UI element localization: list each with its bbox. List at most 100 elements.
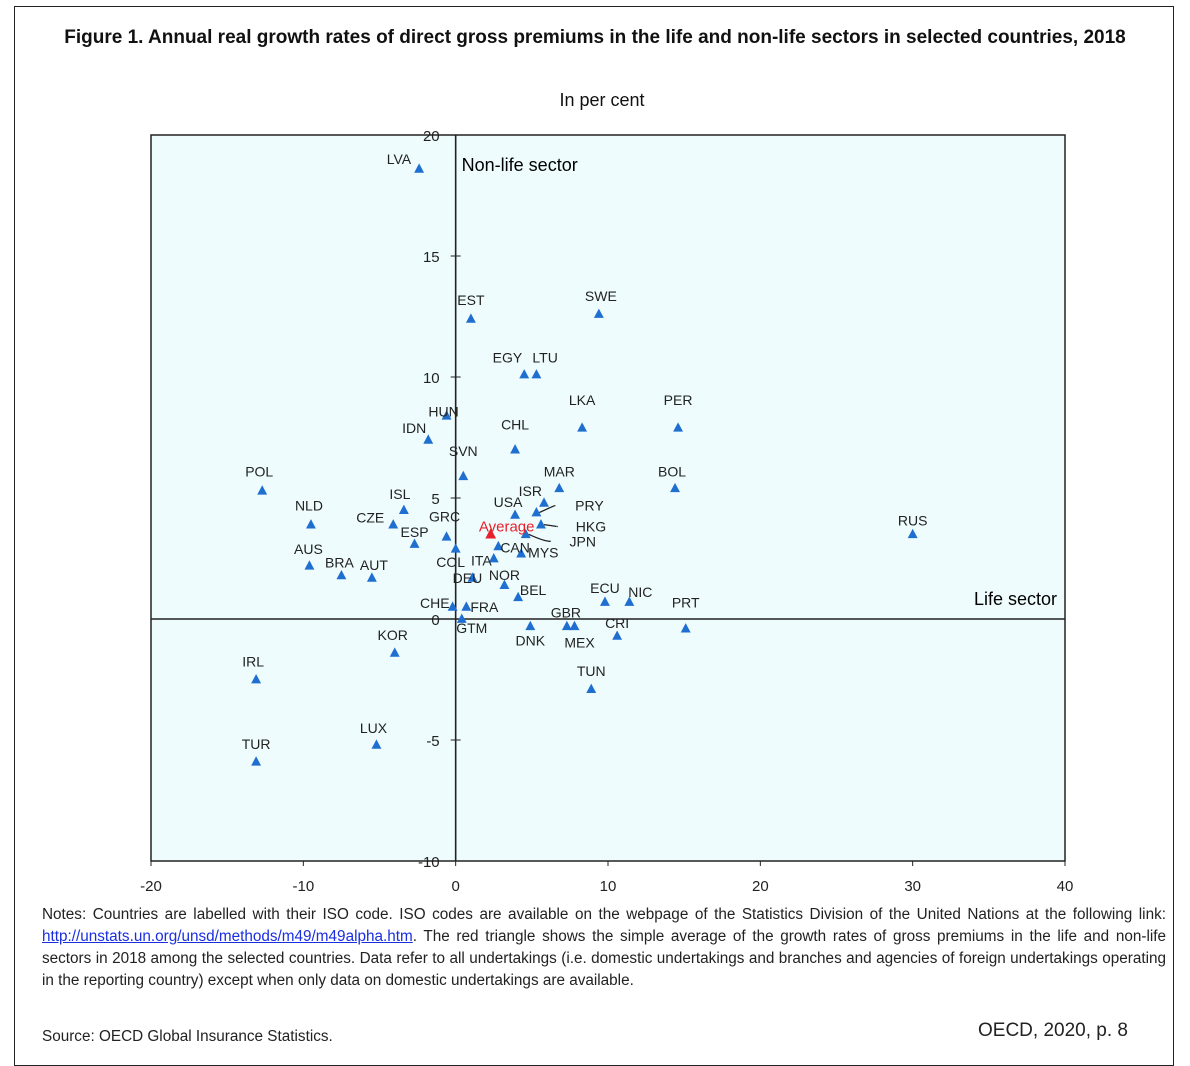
point-label-chl: CHL (501, 417, 529, 433)
point-label-lux: LUX (360, 720, 388, 736)
point-label-mys: MYS (528, 545, 558, 561)
data-point (304, 560, 315, 570)
data-point (907, 528, 918, 539)
point-label-tun: TUN (577, 663, 606, 679)
point-label-swe: SWE (585, 288, 617, 304)
point-label-cze: CZE (356, 510, 384, 526)
point-label-kor: KOR (378, 627, 408, 643)
data-point (670, 482, 680, 493)
point-label-bra: BRA (325, 554, 354, 570)
scatter-chart: -20 -10 0 10 20 30 40 -10 -5 0 5 10 15 20 LVA EST SWE EG… (140, 128, 1073, 895)
point-label-isr: ISR (519, 483, 542, 499)
point-label-lva: LVA (387, 151, 412, 167)
data-point (461, 601, 472, 611)
data-point (513, 591, 524, 602)
leader-line (539, 504, 556, 514)
point-label-che: CHE (420, 595, 450, 611)
data-point (531, 507, 542, 517)
point-label-nor: NOR (489, 567, 520, 583)
data-point (519, 369, 530, 379)
point-label-jpn: JPN (570, 533, 596, 549)
data-point (600, 596, 610, 606)
point-label-deu: DEU (453, 570, 483, 586)
data-point (366, 572, 377, 582)
point-label-grc: GRC (429, 509, 460, 525)
data-point (680, 623, 691, 633)
data-point (251, 674, 262, 684)
figure-notes: Notes: Countries are labelled with their… (42, 904, 1166, 992)
average-point (485, 528, 497, 539)
average-label: Average (479, 518, 535, 535)
point-label-cri: CRI (605, 615, 629, 631)
data-point (624, 596, 635, 606)
point-label-svn: SVN (449, 443, 478, 459)
data-point (536, 519, 546, 529)
figure-subtitle: In per cent (559, 90, 645, 110)
point-label-ltu: LTU (532, 350, 557, 366)
point-label-est: EST (457, 292, 485, 308)
y-tick-label: -10 (418, 854, 440, 871)
y-tick-label: 20 (423, 128, 440, 145)
x-tick-label: -10 (292, 878, 314, 895)
x-tick-label: 30 (904, 878, 921, 895)
data-point (488, 553, 499, 563)
point-label-can: CAN (500, 539, 530, 555)
leader-line (543, 523, 558, 528)
data-point (423, 434, 434, 444)
leader-line (528, 533, 551, 542)
data-point (510, 444, 521, 454)
data-point (593, 308, 604, 318)
data-point (586, 683, 597, 694)
data-point (673, 422, 684, 432)
point-label-ita: ITA (471, 553, 492, 569)
point-label-pol: POL (245, 464, 273, 480)
point-label-mex: MEX (564, 634, 595, 650)
data-point (465, 313, 476, 323)
data-point (371, 739, 382, 749)
point-label-ecu: ECU (590, 580, 620, 596)
data-point (499, 579, 510, 589)
x-tick-label: 40 (1057, 878, 1074, 895)
data-point (447, 601, 458, 611)
point-label-col: COL (436, 554, 465, 570)
point-label-per: PER (664, 392, 693, 408)
data-point (569, 620, 580, 631)
data-point (414, 163, 425, 173)
data-point (441, 531, 452, 541)
point-label-gtm: GTM (456, 620, 487, 636)
point-label-esp: ESP (401, 524, 429, 540)
notes-link[interactable]: http://unstats.un.org/unsd/methods/m49/m… (42, 928, 413, 945)
point-label-irl: IRL (242, 654, 264, 670)
data-point (493, 540, 504, 551)
tick-labels: -20 -10 0 10 20 30 40 -10 -5 0 5 10 15 20 (140, 128, 1073, 895)
data-point (539, 497, 549, 507)
y-axis-label: Non-life sector (462, 155, 578, 175)
data-point (409, 538, 420, 548)
point-label-egy: EGY (493, 350, 523, 366)
point-label-mar: MAR (544, 463, 575, 479)
data-point (388, 519, 399, 529)
point-label-hun: HUN (428, 404, 458, 420)
notes-text-after: . The red triangle shows the simple aver… (42, 928, 1166, 989)
x-tick-label: 10 (600, 878, 617, 895)
point-label-nic: NIC (628, 584, 652, 600)
point-label-rus: RUS (898, 512, 928, 528)
plot-area (150, 134, 1066, 862)
x-axis-label: Life sector (974, 589, 1057, 609)
data-point (336, 569, 347, 580)
point-label-bol: BOL (658, 463, 686, 479)
data-point (458, 470, 469, 481)
data-point (516, 548, 527, 558)
point-label-pry: PRY (575, 498, 604, 514)
data-point (306, 519, 316, 529)
point-label-dnk: DNK (516, 632, 546, 648)
leader-lines (528, 504, 558, 542)
y-tick-label: 0 (431, 612, 439, 629)
data-point (520, 528, 531, 539)
x-tick-label: -20 (140, 878, 162, 895)
data-point (389, 647, 400, 657)
point-label-idn: IDN (402, 420, 426, 436)
figure-title: Figure 1. Annual real growth rates of di… (64, 27, 1126, 48)
citation: OECD, 2020, p. 8 (978, 1020, 1128, 1041)
data-point (531, 369, 542, 379)
